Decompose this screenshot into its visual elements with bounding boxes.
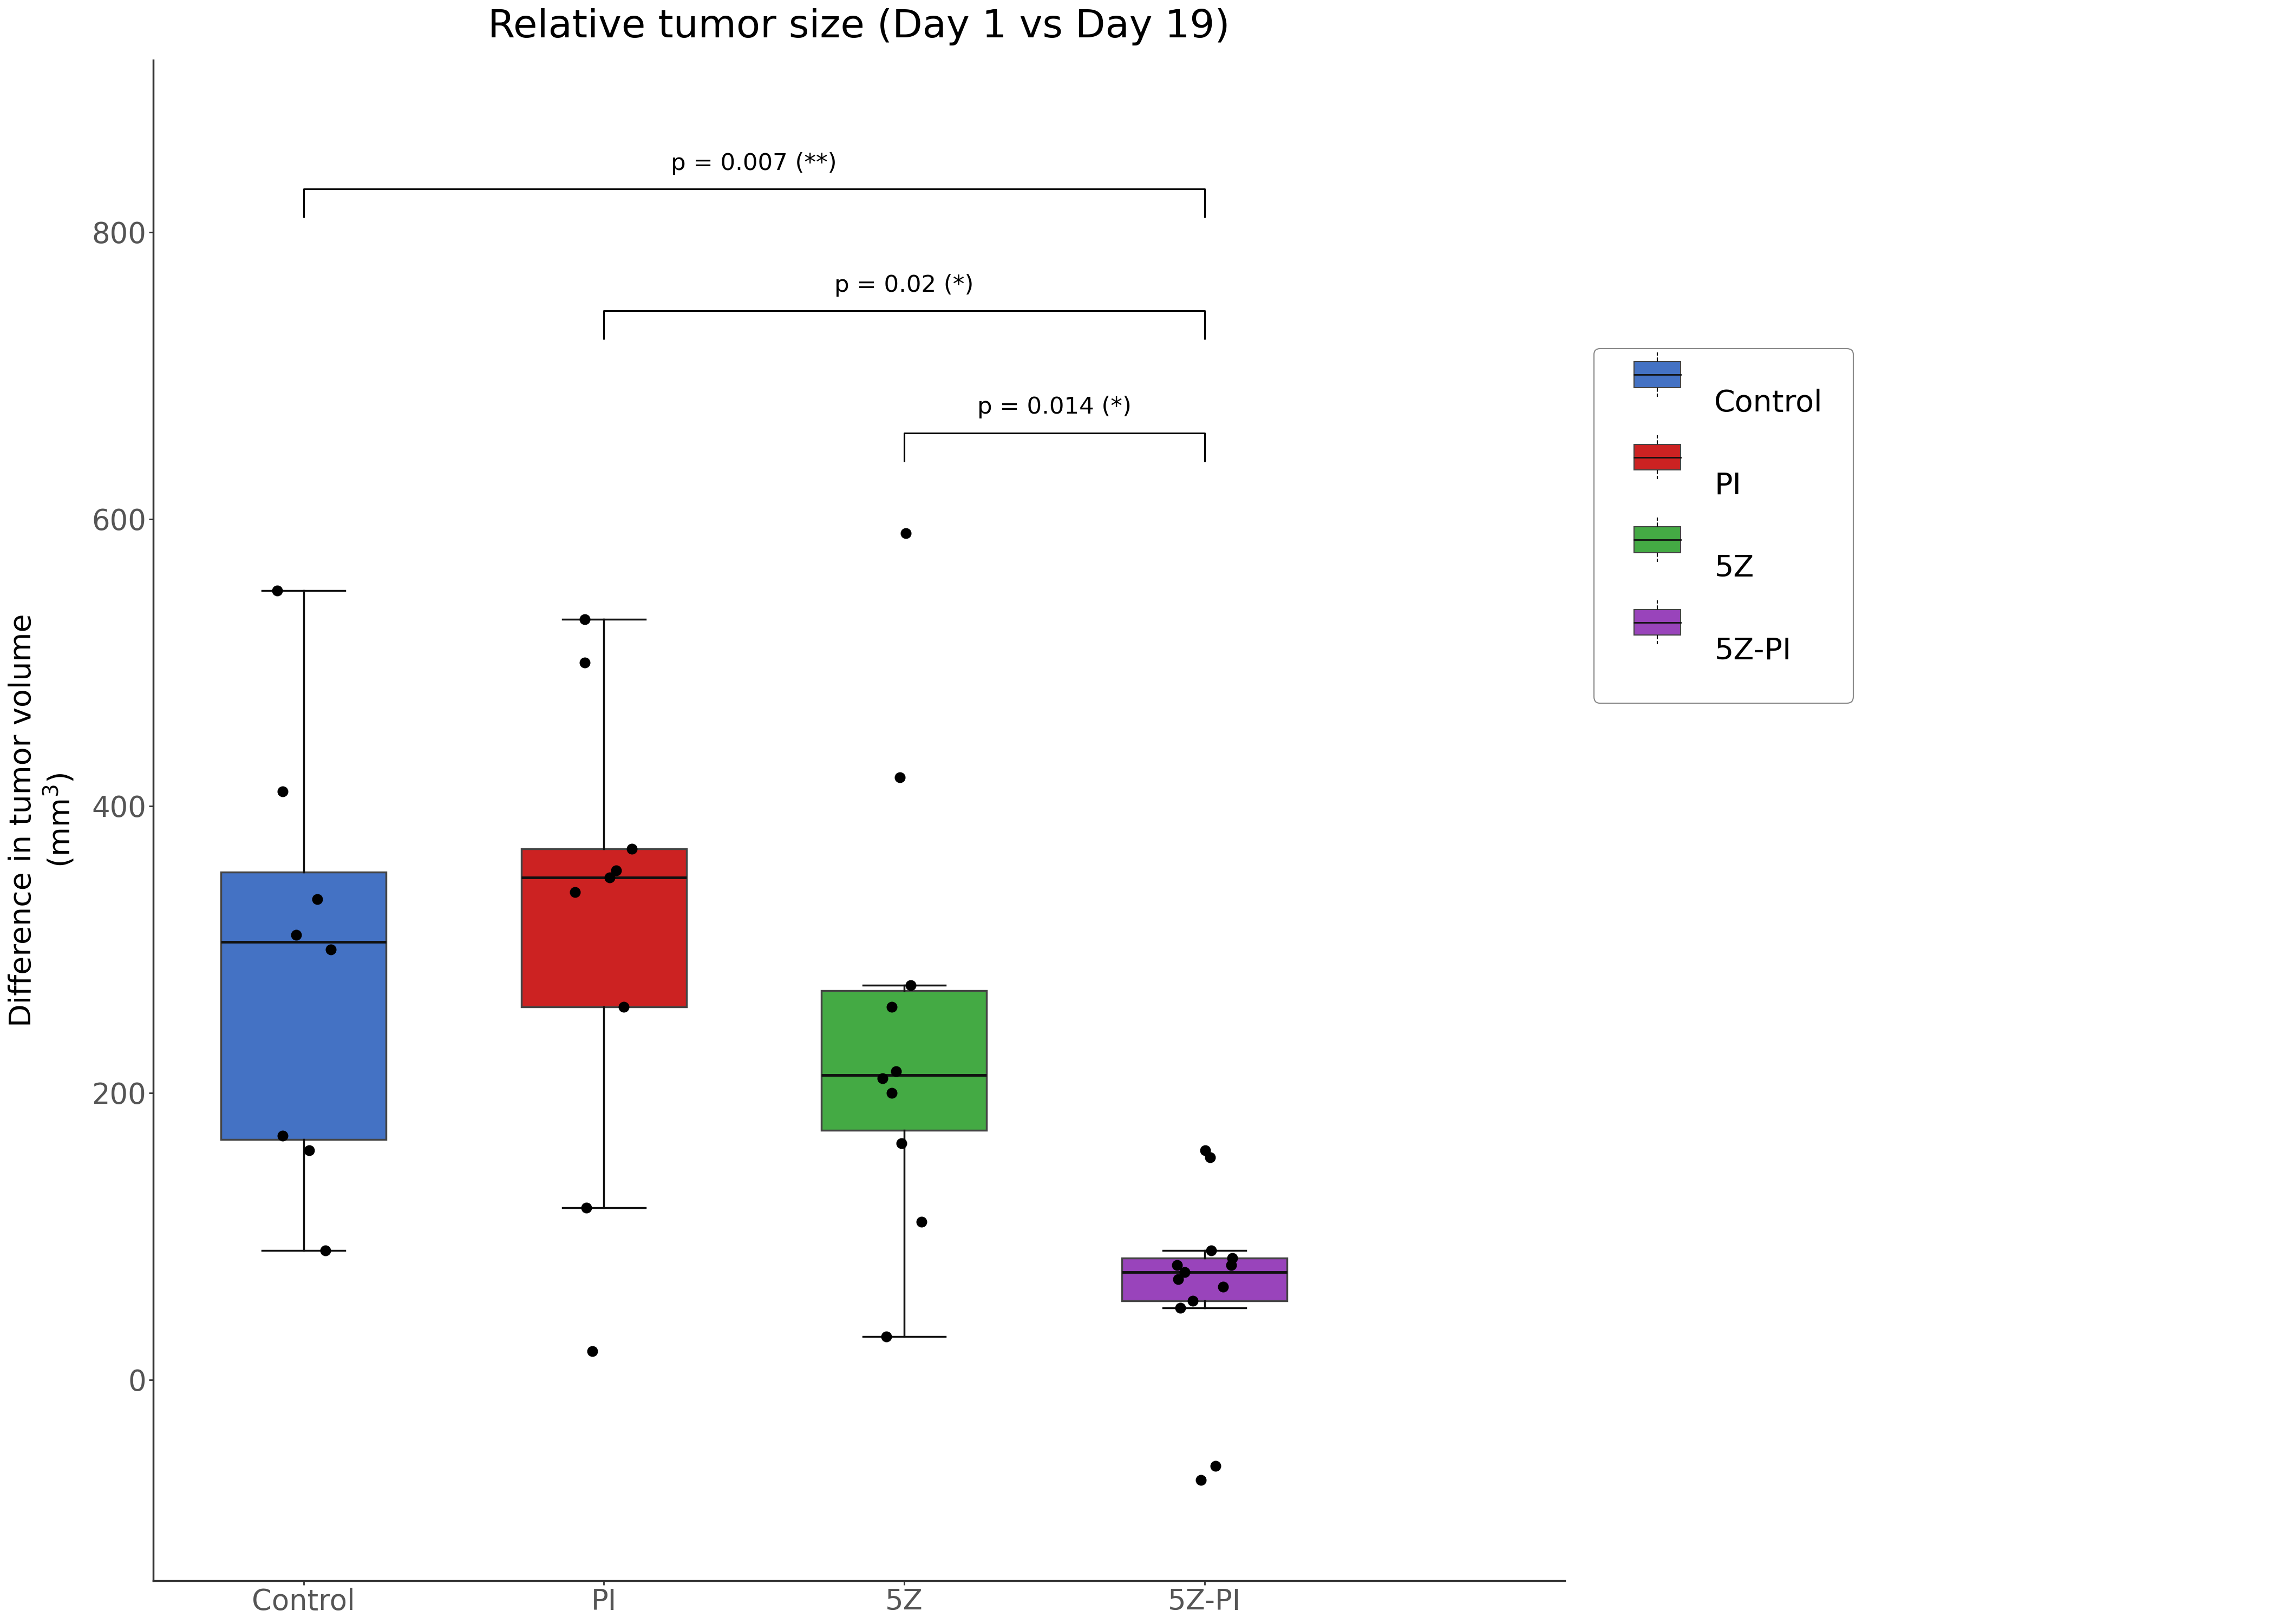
Point [1192, 1145, 1228, 1171]
Point [882, 1130, 919, 1156]
Point [1214, 1252, 1251, 1278]
Point [1160, 1267, 1196, 1293]
Point [1176, 1288, 1212, 1314]
Point [1187, 1137, 1223, 1163]
Point [277, 922, 314, 948]
Point [1198, 1453, 1235, 1479]
Point [882, 765, 919, 791]
Point [300, 887, 337, 913]
PathPatch shape [1121, 1259, 1287, 1301]
Point [614, 836, 650, 862]
Point [566, 606, 603, 632]
Point [568, 1195, 605, 1221]
Point [605, 994, 641, 1020]
Point [1205, 1273, 1242, 1299]
Point [1162, 1294, 1198, 1320]
PathPatch shape [821, 991, 987, 1130]
Point [573, 1338, 609, 1364]
Point [1167, 1259, 1203, 1285]
Point [864, 1065, 901, 1091]
Point [894, 973, 930, 999]
PathPatch shape [521, 849, 687, 1007]
Point [591, 864, 628, 890]
Text: p = 0.02 (*): p = 0.02 (*) [835, 274, 973, 297]
Point [878, 1059, 914, 1085]
Point [903, 1208, 939, 1234]
Point [557, 879, 594, 905]
Point [598, 857, 634, 883]
Point [259, 578, 296, 604]
PathPatch shape [221, 872, 387, 1140]
Point [887, 520, 923, 546]
Point [291, 1137, 327, 1163]
Text: p = 0.014 (*): p = 0.014 (*) [978, 396, 1132, 419]
Title: Relative tumor size (Day 1 vs Day 19): Relative tumor size (Day 1 vs Day 19) [489, 8, 1230, 45]
Point [1194, 1237, 1230, 1263]
Point [264, 778, 300, 804]
Point [566, 650, 603, 676]
Point [1160, 1252, 1196, 1278]
Point [264, 1122, 300, 1148]
Legend: Control, PI, 5Z, 5Z-PI: Control, PI, 5Z, 5Z-PI [1594, 349, 1853, 703]
Text: p = 0.007 (**): p = 0.007 (**) [671, 153, 837, 175]
Point [869, 1324, 905, 1350]
Y-axis label: Difference in tumor volume
$\left(\mathregular{mm^3}\right)$: Difference in tumor volume $\left(\mathr… [9, 614, 77, 1026]
Point [307, 1237, 343, 1263]
Point [1182, 1466, 1219, 1492]
Point [873, 1080, 910, 1106]
Point [312, 937, 348, 963]
Point [1214, 1246, 1251, 1272]
Point [873, 994, 910, 1020]
